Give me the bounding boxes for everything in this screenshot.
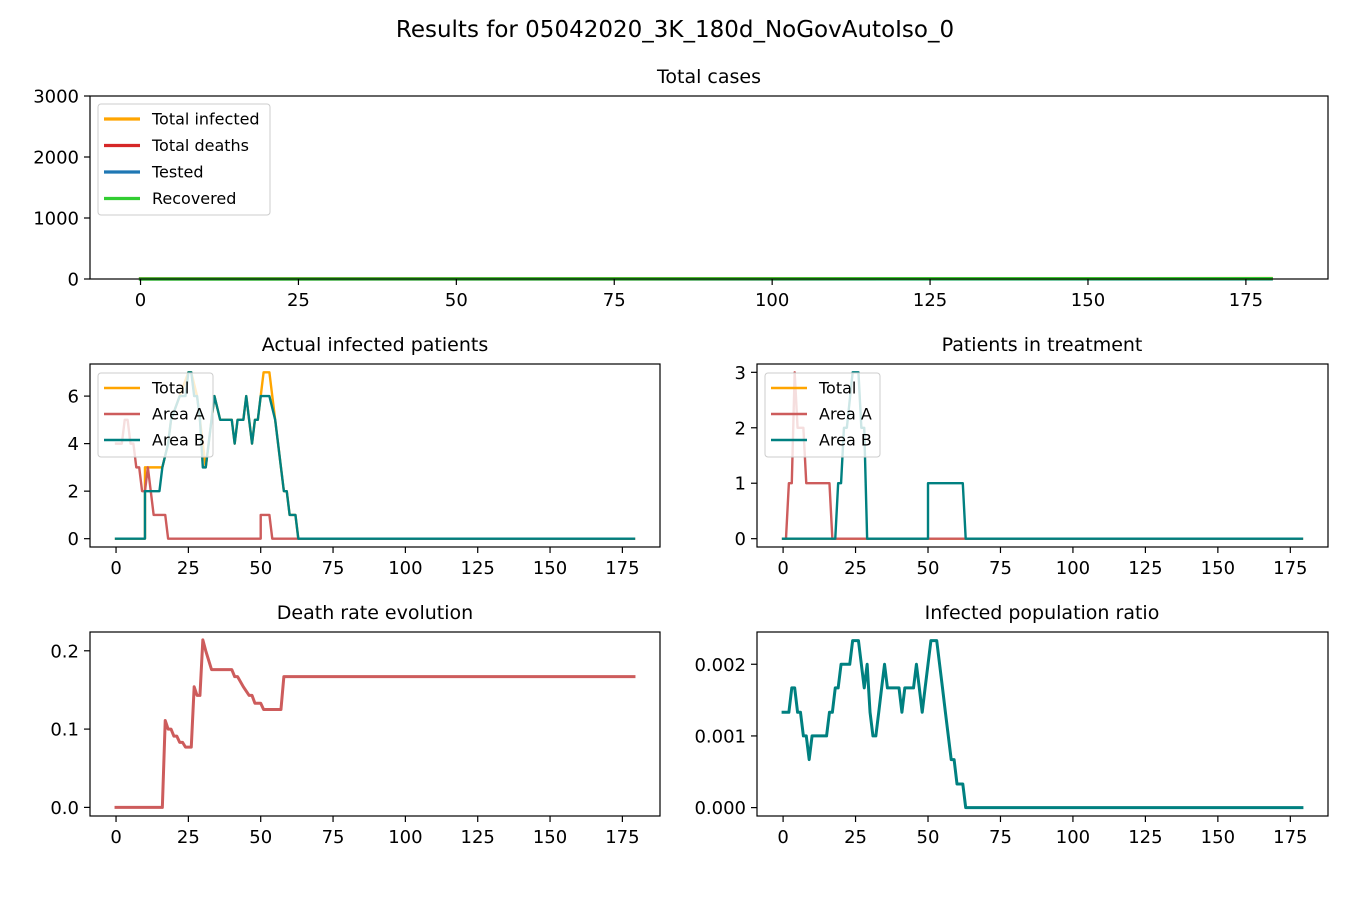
legend-entry: Total deaths	[151, 136, 249, 155]
chart-death-rate: 0 25 50 75 100 125 150 175 0.0 0.1 0.2 Death rate e…	[50, 602, 661, 848]
x-tick-label: 50	[249, 558, 272, 579]
x-tick-label: 150	[1201, 827, 1235, 848]
x-tick-label: 100	[388, 827, 422, 848]
plot-frame	[89, 95, 1329, 280]
x-tick-label: 100	[388, 558, 422, 579]
x-tick-label: 25	[844, 827, 867, 848]
x-tick-label: 100	[755, 290, 789, 311]
legend-entry: Area A	[819, 405, 872, 424]
legend-entry: Total	[818, 379, 856, 398]
x-tick-label: 25	[844, 558, 867, 579]
y-tick-label: 0.001	[694, 726, 746, 747]
x-tick-label: 175	[1273, 827, 1307, 848]
y-tick-label: 0	[735, 529, 746, 550]
series-line-0	[114, 638, 636, 809]
x-tick-label: 75	[989, 558, 1012, 579]
x-tick-label: 0	[135, 290, 146, 311]
plot-frame	[89, 631, 661, 817]
x-tick-label: 125	[1128, 558, 1162, 579]
y-tick-label: 0.0	[50, 798, 79, 819]
legend-box	[97, 372, 214, 458]
legend: Total infected Total deaths Tested Recovere…	[97, 103, 271, 216]
chart-actual-infected: 0 25 50 75 100 125 150 175 0 2 4 6 Total Area A Area B…	[68, 334, 661, 579]
y-tick-label: 3	[735, 363, 746, 384]
x-tick-label: 25	[177, 827, 200, 848]
x-tick-label: 75	[989, 827, 1012, 848]
chart-title: Infected population ratio	[925, 602, 1160, 624]
plot-frame	[756, 363, 1329, 548]
legend-entry: Total infected	[151, 110, 260, 129]
legend-entry: Area B	[819, 431, 872, 450]
x-tick-label: 100	[1056, 827, 1090, 848]
x-tick-label: 75	[322, 827, 345, 848]
y-tick-label: 0.002	[694, 655, 746, 676]
x-tick-label: 175	[605, 558, 639, 579]
chart-total-cases: 0 25 50 75 100 125 150 175 0 1000 2000 3000 Total in…	[33, 66, 1329, 311]
x-tick-label: 0	[777, 558, 788, 579]
y-tick-label: 2	[68, 482, 79, 503]
x-tick-label: 50	[249, 827, 272, 848]
x-tick-label: 150	[1071, 290, 1105, 311]
figure-title: Results for 05042020_3K_180d_NoGovAutoIs…	[396, 17, 954, 43]
series-line-0	[781, 639, 1304, 810]
y-tick-label: 0.1	[50, 720, 79, 741]
legend-entry: Area A	[152, 405, 205, 424]
x-tick-label: 175	[1229, 290, 1263, 311]
chart-title: Death rate evolution	[277, 602, 473, 624]
x-tick-label: 25	[177, 558, 200, 579]
legend: Total Area A Area B	[764, 372, 881, 458]
chart-infected-ratio: 0 25 50 75 100 125 150 175 0.000 0.001 0.002 Infect…	[694, 602, 1329, 848]
x-tick-label: 125	[461, 827, 495, 848]
y-tick-label: 2000	[33, 148, 79, 169]
legend-box	[97, 103, 271, 216]
x-tick-label: 0	[777, 827, 788, 848]
x-tick-label: 175	[1273, 558, 1307, 579]
legend-box	[764, 372, 881, 458]
legend-entry: Tested	[151, 163, 204, 182]
y-tick-label: 0.2	[50, 641, 79, 662]
y-tick-label: 0.000	[694, 798, 746, 819]
chart-title: Patients in treatment	[942, 334, 1143, 356]
x-tick-label: 150	[533, 827, 567, 848]
plot-frame	[89, 363, 661, 548]
x-tick-label: 50	[917, 827, 940, 848]
x-tick-label: 150	[533, 558, 567, 579]
y-tick-label: 4	[68, 434, 79, 455]
legend-entry: Recovered	[152, 189, 236, 208]
x-tick-label: 125	[913, 290, 947, 311]
x-tick-label: 25	[287, 290, 310, 311]
chart-title: Actual infected patients	[262, 334, 488, 356]
legend-entry: Total	[151, 379, 189, 398]
x-tick-label: 125	[461, 558, 495, 579]
x-tick-label: 100	[1056, 558, 1090, 579]
y-tick-label: 3000	[33, 87, 79, 108]
x-tick-label: 125	[1128, 827, 1162, 848]
y-tick-label: 0	[68, 270, 79, 291]
y-tick-label: 0	[68, 529, 79, 550]
chart-title: Total cases	[656, 66, 761, 88]
y-tick-label: 1000	[33, 209, 79, 230]
x-tick-label: 75	[322, 558, 345, 579]
x-tick-label: 0	[110, 827, 121, 848]
plot-frame	[756, 631, 1329, 817]
x-tick-label: 50	[445, 290, 468, 311]
x-tick-label: 75	[603, 290, 626, 311]
x-tick-label: 50	[917, 558, 940, 579]
legend: Total Area A Area B	[97, 372, 214, 458]
x-tick-label: 0	[110, 558, 121, 579]
chart-in-treatment: 0 25 50 75 100 125 150 175 0 1 2 3 Total Area A Area B…	[735, 334, 1329, 579]
y-tick-label: 2	[735, 418, 746, 439]
y-tick-label: 1	[735, 474, 746, 495]
y-tick-label: 6	[68, 387, 79, 408]
x-tick-label: 175	[605, 827, 639, 848]
x-tick-label: 150	[1201, 558, 1235, 579]
legend-entry: Area B	[152, 431, 205, 450]
